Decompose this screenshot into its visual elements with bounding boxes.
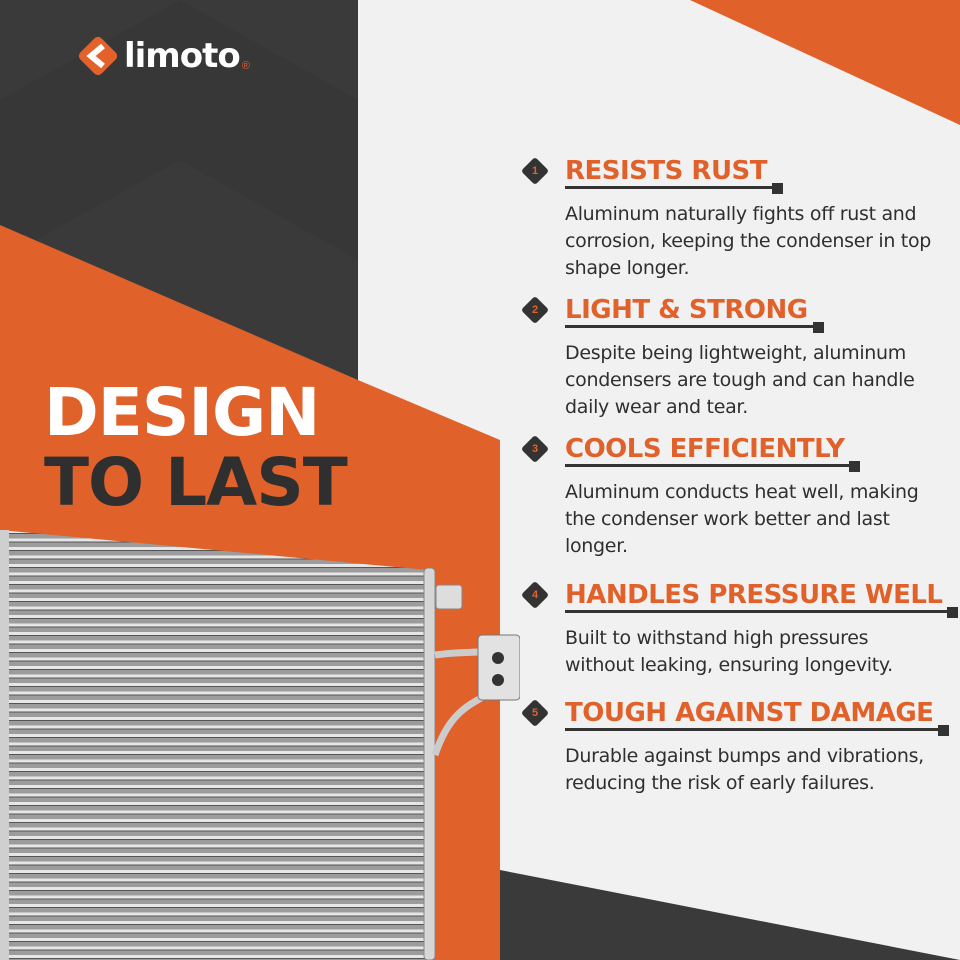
number-badge-icon: 1 bbox=[520, 156, 550, 186]
feature-description: Aluminum conducts heat well, making the … bbox=[565, 481, 919, 557]
feature-description: Built to withstand high pressures withou… bbox=[565, 627, 893, 676]
feature-3: 3 COOLS EFFICIENTLY Aluminum conducts hea… bbox=[520, 434, 935, 560]
feature-title: TOUGH AGAINST DAMAGE bbox=[565, 698, 950, 736]
number-badge-icon: 4 bbox=[520, 580, 550, 610]
feature-description: Aluminum naturally fights off rust and c… bbox=[565, 203, 932, 279]
number-badge-icon: 3 bbox=[520, 434, 550, 464]
feature-description: Durable against bumps and vibrations, re… bbox=[565, 745, 924, 794]
fitting-block bbox=[477, 634, 520, 701]
condenser-product-image bbox=[0, 530, 520, 960]
right-tank bbox=[423, 567, 436, 960]
condenser-core bbox=[0, 530, 428, 960]
brand-logo: limoto ® bbox=[76, 34, 250, 78]
port bbox=[492, 652, 504, 664]
logo-chevron-icon bbox=[78, 36, 118, 76]
feature-title: LIGHT & STRONG bbox=[565, 295, 824, 333]
feature-description: Despite being lightweight, aluminum cond… bbox=[565, 342, 915, 418]
feature-4: 4 HANDLES PRESSURE WELL Built to withstan… bbox=[520, 580, 959, 679]
headline-line-2: TO LAST bbox=[44, 444, 348, 521]
feature-title: RESISTS RUST bbox=[565, 156, 784, 194]
feature-title: COOLS EFFICIENTLY bbox=[565, 434, 861, 472]
feature-1: 1 RESISTS RUST Aluminum naturally fights … bbox=[520, 156, 935, 282]
mounting-bracket bbox=[435, 584, 463, 610]
feature-5: 5 TOUGH AGAINST DAMAGE Durable against bu… bbox=[520, 698, 950, 797]
headline: DESIGN TO LAST bbox=[44, 374, 348, 521]
orange-corner bbox=[690, 0, 960, 125]
registered-mark: ® bbox=[241, 60, 250, 72]
headline-line-1: DESIGN bbox=[44, 374, 320, 451]
feature-title: HANDLES PRESSURE WELL bbox=[565, 580, 959, 618]
feature-2: 2 LIGHT & STRONG Despite being lightweigh… bbox=[520, 295, 935, 421]
port bbox=[492, 674, 504, 686]
logo-text: limoto bbox=[124, 36, 241, 76]
left-tank bbox=[0, 530, 9, 960]
number-badge-icon: 2 bbox=[520, 295, 550, 325]
dark-corner bbox=[500, 870, 960, 960]
number-badge-icon: 5 bbox=[520, 698, 550, 728]
